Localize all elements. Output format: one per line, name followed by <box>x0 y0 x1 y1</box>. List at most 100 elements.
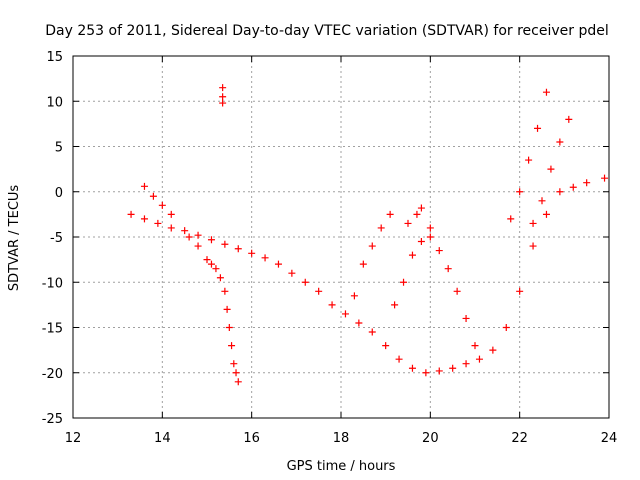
y-tick-label: -25 <box>42 412 63 427</box>
data-point <box>529 242 537 250</box>
data-point <box>417 238 425 246</box>
data-point <box>234 245 242 253</box>
data-point <box>181 227 189 235</box>
data-point <box>167 224 175 232</box>
data-point <box>516 188 524 196</box>
data-point <box>408 364 416 372</box>
data-point <box>154 219 162 227</box>
data-point <box>426 233 434 241</box>
data-point <box>547 165 555 173</box>
data-point <box>219 84 227 92</box>
y-axis-label: SDTVAR / TECUs <box>7 185 22 292</box>
data-point <box>212 265 220 273</box>
data-point <box>261 254 269 262</box>
x-axis-label: GPS time / hours <box>287 459 396 474</box>
data-point <box>359 260 367 268</box>
data-point <box>391 301 399 309</box>
series-0 <box>127 174 609 377</box>
data-point <box>435 367 443 375</box>
data-point <box>368 328 376 336</box>
x-tick-label: 12 <box>65 431 82 446</box>
data-point <box>462 314 470 322</box>
data-point <box>219 99 227 107</box>
axis-ticks: 12 14 16 18 20 22 24 -25 -20 -15 -10 -5 0 5 10 15 <box>42 50 618 446</box>
data-point <box>556 188 564 196</box>
data-point <box>404 219 412 227</box>
data-point <box>382 342 390 350</box>
data-point <box>203 256 211 264</box>
data-point <box>368 242 376 250</box>
data-point <box>207 260 215 268</box>
data-point <box>395 355 403 363</box>
data-point <box>471 342 479 350</box>
data-point <box>569 183 577 191</box>
data-point <box>529 219 537 227</box>
data-point <box>377 224 385 232</box>
data-point <box>422 369 430 377</box>
data-point <box>516 287 524 295</box>
data-point <box>601 174 609 182</box>
data-point <box>219 93 227 101</box>
y-tick-label: 10 <box>46 95 63 110</box>
y-tick-label: -15 <box>42 322 63 337</box>
data-point <box>248 249 256 257</box>
data-point <box>444 265 452 273</box>
data-point <box>534 124 542 132</box>
data-point <box>426 224 434 232</box>
x-tick-label: 22 <box>511 431 528 446</box>
data-point <box>288 269 296 277</box>
data-point <box>127 210 135 218</box>
data-point <box>185 233 193 241</box>
data-point <box>542 88 550 96</box>
data-point <box>158 201 166 209</box>
data-point <box>556 138 564 146</box>
data-point <box>386 210 394 218</box>
data-point <box>502 324 510 331</box>
data-point <box>435 247 443 255</box>
data-point <box>207 236 215 244</box>
data-point <box>507 215 515 223</box>
data-point <box>355 319 363 327</box>
x-tick-label: 18 <box>333 431 350 446</box>
data-point <box>453 287 461 295</box>
data-point <box>525 156 533 164</box>
series-1 <box>185 233 242 386</box>
data-point <box>140 182 148 190</box>
data-point <box>225 324 233 331</box>
data-point <box>417 204 425 212</box>
y-tick-label: -5 <box>50 231 63 246</box>
data-point <box>221 287 229 295</box>
y-tick-label: -20 <box>42 367 63 382</box>
x-tick-label: 20 <box>422 431 439 446</box>
data-point <box>350 292 358 300</box>
data-point <box>565 115 573 123</box>
series-3 <box>140 182 175 218</box>
data-point <box>228 342 236 350</box>
grid <box>73 56 609 418</box>
data-point <box>449 364 457 372</box>
series-4 <box>350 210 394 300</box>
data-point <box>328 301 336 309</box>
data-point <box>167 210 175 218</box>
data-point <box>462 360 470 368</box>
data-point <box>140 215 148 223</box>
y-tick-label: 15 <box>46 50 63 65</box>
chart-title: Day 253 of 2011, Sidereal Day-to-day VTE… <box>45 23 609 39</box>
data-point <box>542 210 550 218</box>
data-point <box>413 210 421 218</box>
x-tick-label: 16 <box>243 431 260 446</box>
plot-frame <box>72 55 610 419</box>
data-point <box>301 278 309 286</box>
x-tick-label: 24 <box>601 431 618 446</box>
series-8 <box>507 88 550 223</box>
data-point <box>538 197 546 205</box>
data-point <box>341 310 349 318</box>
data-point <box>234 378 242 386</box>
y-tick-label: 0 <box>55 186 63 201</box>
y-tick-label: 5 <box>55 141 63 156</box>
data-point <box>149 192 157 200</box>
data-point <box>221 240 229 248</box>
data-point <box>230 360 238 368</box>
data-points <box>127 84 609 386</box>
y-tick-label: -10 <box>42 276 63 291</box>
